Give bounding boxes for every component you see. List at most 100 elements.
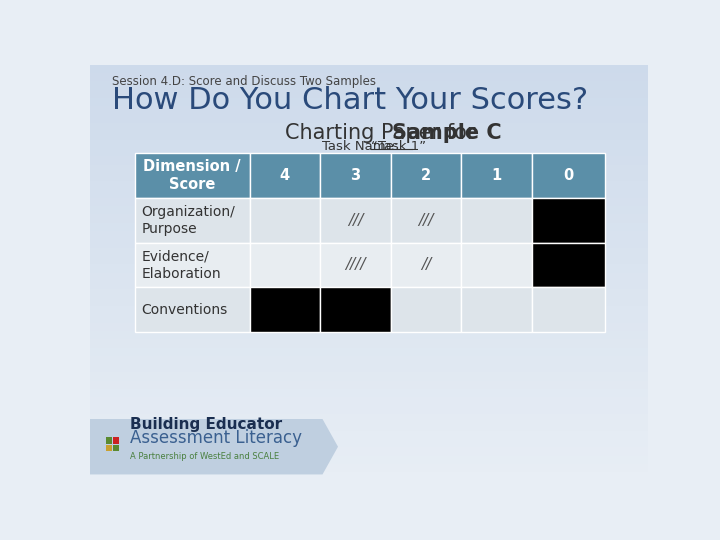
- Text: Dimension /
Score: Dimension / Score: [143, 159, 241, 192]
- Bar: [90, 381, 648, 389]
- Bar: [90, 231, 648, 239]
- Bar: [90, 90, 648, 98]
- Text: Conventions: Conventions: [141, 302, 228, 316]
- Bar: [90, 464, 648, 472]
- FancyBboxPatch shape: [391, 153, 462, 198]
- Text: Building Educator: Building Educator: [130, 417, 282, 432]
- Text: ///: ///: [418, 213, 433, 228]
- FancyBboxPatch shape: [532, 242, 606, 287]
- Bar: [107, 437, 112, 442]
- Text: “Task 1”: “Task 1”: [372, 140, 426, 153]
- Bar: [90, 298, 648, 306]
- Bar: [90, 248, 648, 256]
- Bar: [90, 156, 648, 165]
- Bar: [90, 165, 648, 173]
- Text: Charting Paper for: Charting Paper for: [284, 123, 482, 143]
- Bar: [90, 289, 648, 298]
- Text: 0: 0: [564, 168, 574, 183]
- Bar: [90, 397, 648, 406]
- Bar: [90, 173, 648, 181]
- FancyBboxPatch shape: [320, 242, 391, 287]
- Text: Sample C: Sample C: [392, 123, 502, 143]
- Text: Session 4.D: Score and Discuss Two Samples: Session 4.D: Score and Discuss Two Sampl…: [112, 75, 376, 88]
- Text: 2: 2: [421, 168, 431, 183]
- Bar: [90, 373, 648, 381]
- Bar: [90, 140, 648, 148]
- Bar: [90, 214, 648, 223]
- Bar: [90, 447, 648, 456]
- Bar: [90, 389, 648, 397]
- FancyBboxPatch shape: [250, 287, 320, 332]
- Text: Assessment Literacy: Assessment Literacy: [130, 429, 302, 448]
- Bar: [90, 439, 648, 447]
- FancyBboxPatch shape: [391, 242, 462, 287]
- FancyBboxPatch shape: [135, 287, 250, 332]
- Bar: [90, 98, 648, 106]
- Text: Task Name:: Task Name:: [323, 140, 399, 153]
- Bar: [90, 339, 648, 348]
- Text: 3: 3: [351, 168, 361, 183]
- Text: Organization/
Purpose: Organization/ Purpose: [141, 205, 235, 236]
- Bar: [90, 456, 648, 464]
- Text: ///: ///: [348, 213, 363, 228]
- Bar: [90, 206, 648, 214]
- Bar: [90, 356, 648, 364]
- Bar: [90, 273, 648, 281]
- FancyBboxPatch shape: [320, 198, 391, 242]
- Bar: [90, 223, 648, 231]
- Polygon shape: [90, 419, 338, 475]
- FancyBboxPatch shape: [135, 242, 250, 287]
- Bar: [90, 422, 648, 431]
- FancyBboxPatch shape: [462, 287, 532, 332]
- Text: A Partnership of WestEd and SCALE: A Partnership of WestEd and SCALE: [130, 451, 279, 461]
- FancyBboxPatch shape: [391, 198, 462, 242]
- Bar: [90, 106, 648, 114]
- Bar: [90, 281, 648, 289]
- Bar: [90, 239, 648, 248]
- FancyBboxPatch shape: [135, 198, 250, 242]
- Bar: [90, 190, 648, 198]
- Bar: [90, 181, 648, 190]
- FancyBboxPatch shape: [462, 198, 532, 242]
- Text: 1: 1: [491, 168, 502, 183]
- FancyBboxPatch shape: [462, 153, 532, 198]
- FancyBboxPatch shape: [462, 242, 532, 287]
- Bar: [90, 472, 648, 481]
- Bar: [114, 437, 119, 442]
- Bar: [90, 414, 648, 422]
- Bar: [90, 131, 648, 140]
- FancyBboxPatch shape: [391, 287, 462, 332]
- Bar: [90, 114, 648, 123]
- Text: Charting Paper for Sample C: Charting Paper for Sample C: [0, 539, 1, 540]
- Bar: [90, 306, 648, 314]
- Bar: [90, 65, 648, 73]
- Text: //: //: [420, 258, 431, 273]
- Text: How Do You Chart Your Scores?: How Do You Chart Your Scores?: [112, 86, 588, 116]
- FancyBboxPatch shape: [250, 198, 320, 242]
- FancyBboxPatch shape: [532, 153, 606, 198]
- Bar: [90, 123, 648, 131]
- Bar: [90, 348, 648, 356]
- FancyBboxPatch shape: [532, 198, 606, 242]
- Bar: [90, 322, 648, 331]
- Bar: [90, 314, 648, 322]
- Bar: [90, 331, 648, 339]
- Bar: [90, 431, 648, 439]
- Bar: [106, 437, 112, 444]
- FancyBboxPatch shape: [250, 153, 320, 198]
- Bar: [90, 364, 648, 373]
- Bar: [113, 437, 120, 444]
- Bar: [90, 406, 648, 414]
- FancyBboxPatch shape: [320, 287, 391, 332]
- Text: ////: ////: [345, 258, 366, 273]
- Bar: [106, 445, 112, 451]
- FancyBboxPatch shape: [250, 242, 320, 287]
- FancyBboxPatch shape: [320, 153, 391, 198]
- Bar: [90, 148, 648, 156]
- FancyBboxPatch shape: [532, 287, 606, 332]
- FancyBboxPatch shape: [135, 153, 250, 198]
- Bar: [90, 198, 648, 206]
- Bar: [90, 73, 648, 82]
- Bar: [90, 256, 648, 265]
- Text: 4: 4: [280, 168, 290, 183]
